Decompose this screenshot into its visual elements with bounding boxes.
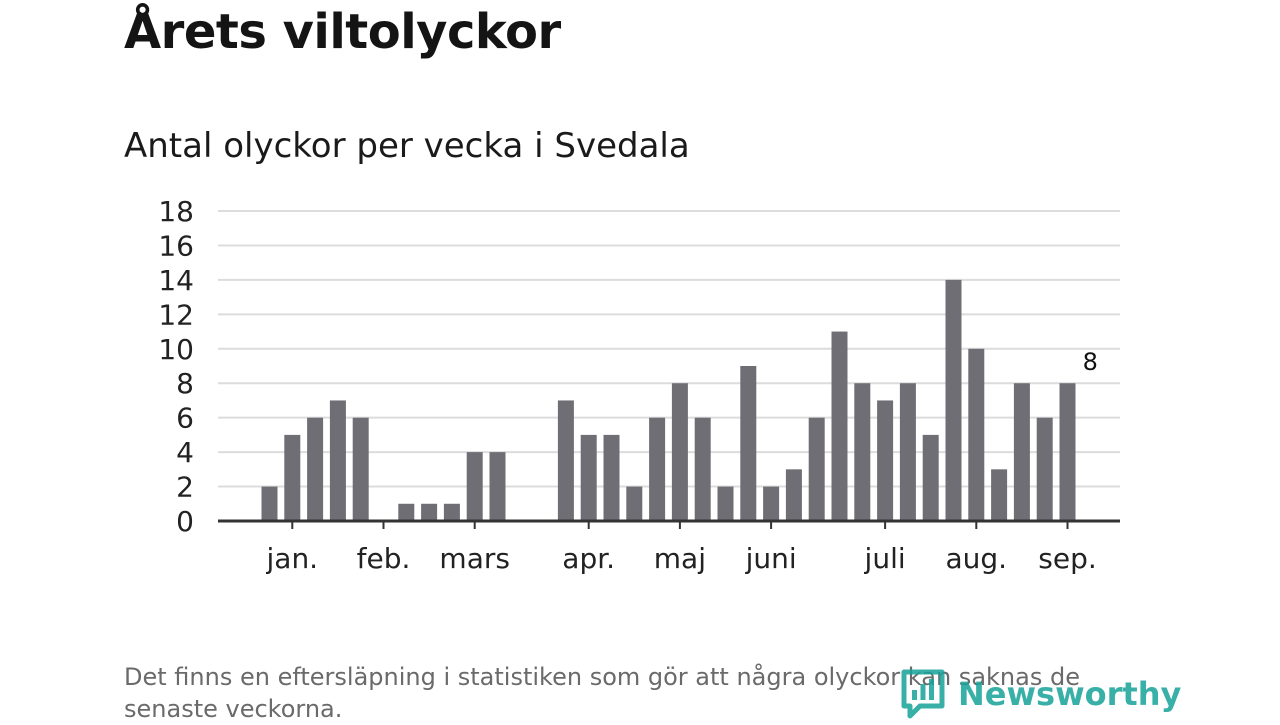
bar (991, 469, 1008, 521)
bar (626, 486, 643, 521)
x-tick-label: juli (864, 542, 906, 575)
bar (284, 434, 301, 521)
chart-title: Årets viltolyckor (124, 4, 561, 60)
bar (899, 383, 916, 521)
bar (421, 503, 438, 521)
bar (329, 400, 346, 521)
y-tick-label: 6 (176, 402, 194, 435)
bar (443, 503, 460, 521)
x-tick-label: mars (439, 542, 510, 575)
brand-logo: Newsworthy (900, 668, 1181, 720)
y-tick-label: 10 (158, 333, 194, 366)
bar (945, 279, 962, 521)
x-tick-label: maj (654, 542, 706, 575)
bar (1036, 417, 1053, 521)
y-tick-label: 2 (176, 471, 194, 504)
x-tick-label: feb. (357, 542, 411, 575)
x-tick-label: apr. (562, 542, 615, 575)
bar (922, 434, 939, 521)
y-tick-label: 8 (176, 367, 194, 400)
bar (557, 400, 574, 521)
y-tick-label: 16 (158, 229, 194, 262)
x-tick-label: sep. (1038, 542, 1097, 575)
bar (671, 383, 688, 521)
x-tick-label: aug. (946, 542, 1008, 575)
bar (968, 348, 985, 521)
brand-name: Newsworthy (958, 675, 1182, 713)
footnote: Det finns en eftersläpning i statistiken… (124, 663, 1080, 723)
bar (1013, 383, 1030, 521)
x-tick-label: jan. (266, 542, 319, 575)
bar (649, 417, 666, 521)
y-tick-label: 18 (158, 195, 194, 228)
bar (1059, 383, 1076, 521)
y-tick-label: 4 (176, 436, 194, 469)
bar (466, 452, 483, 521)
bar (877, 400, 894, 521)
bar (580, 434, 597, 521)
bar (261, 486, 278, 521)
bar (717, 486, 734, 521)
data-label: 8 (1083, 348, 1098, 376)
bar (307, 417, 324, 521)
y-tick-label: 0 (176, 505, 194, 538)
bar (489, 452, 506, 521)
chart-subtitle: Antal olyckor per vecka i Svedala (124, 126, 690, 166)
bar (694, 417, 711, 521)
bar (785, 469, 802, 521)
bar (740, 366, 757, 521)
bar (831, 331, 848, 521)
bar (763, 486, 780, 521)
x-tick-label: juni (745, 542, 797, 575)
newsworthy-logo-icon (901, 669, 945, 719)
bar (398, 503, 415, 521)
bar (352, 417, 369, 521)
y-tick-label: 14 (158, 264, 194, 297)
y-tick-label: 12 (158, 298, 194, 331)
bar (603, 434, 620, 521)
bar (854, 383, 871, 521)
bar (808, 417, 825, 521)
